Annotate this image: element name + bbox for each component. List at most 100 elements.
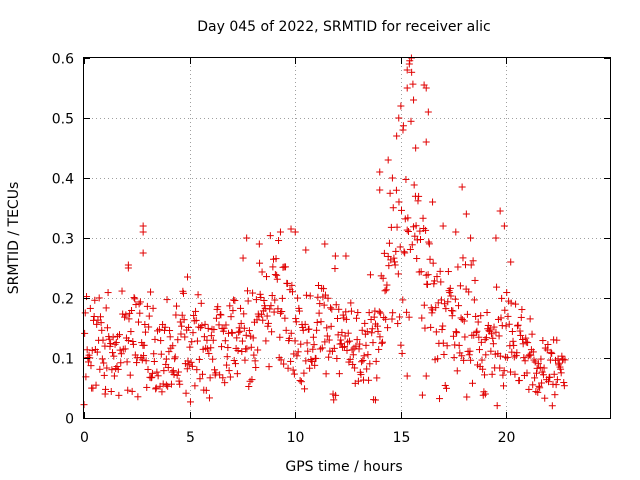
data-point (127, 328, 135, 336)
data-point (372, 396, 380, 404)
data-point (141, 320, 149, 328)
data-point (231, 360, 239, 368)
data-point (492, 234, 500, 242)
data-point (164, 364, 172, 372)
data-point (140, 341, 148, 349)
data-point (129, 340, 137, 348)
data-point (465, 351, 473, 359)
data-point (489, 334, 497, 342)
data-point (313, 326, 321, 334)
data-point (171, 353, 179, 361)
data-point (92, 381, 100, 389)
data-point (128, 307, 136, 315)
data-point (81, 309, 89, 317)
data-point (333, 354, 341, 362)
data-point (180, 316, 188, 324)
data-point (387, 256, 395, 264)
data-point (444, 268, 452, 276)
data-point (429, 259, 437, 267)
data-point (287, 329, 295, 337)
data-point (207, 332, 215, 340)
data-point (424, 108, 432, 116)
data-point (219, 374, 227, 382)
data-point (88, 346, 96, 354)
data-point (195, 323, 203, 331)
data-point (112, 338, 120, 346)
data-point (448, 312, 456, 320)
data-point (282, 326, 290, 334)
data-point (107, 340, 115, 348)
data-point (303, 339, 311, 347)
data-point (154, 327, 162, 335)
data-point (145, 323, 153, 331)
data-point (246, 377, 254, 385)
data-point (119, 310, 127, 318)
data-point (304, 347, 312, 355)
data-point (560, 379, 568, 387)
data-point (393, 132, 401, 140)
data-point (176, 318, 184, 326)
data-point (174, 368, 182, 376)
data-point (534, 388, 542, 396)
data-point (451, 295, 459, 303)
data-point (185, 323, 193, 331)
data-point (519, 340, 527, 348)
data-point (559, 355, 567, 363)
data-point (467, 261, 475, 269)
data-point (141, 328, 149, 336)
data-point (438, 326, 446, 334)
data-point (139, 222, 147, 230)
data-point (405, 313, 413, 321)
data-point (244, 287, 252, 295)
data-point (403, 66, 411, 74)
data-point (513, 349, 521, 357)
data-point (287, 225, 295, 233)
data-point (337, 336, 345, 344)
data-point (256, 290, 264, 298)
x-tick-label: 20 (498, 430, 516, 446)
data-point (86, 354, 94, 362)
data-point (453, 329, 461, 337)
data-point (250, 351, 258, 359)
data-point (346, 355, 354, 363)
data-point (349, 360, 357, 368)
data-point (265, 363, 273, 371)
data-point (446, 289, 454, 297)
data-point (407, 117, 415, 125)
data-point (401, 249, 409, 257)
data-point (204, 345, 212, 353)
data-point (266, 305, 274, 313)
data-point (524, 339, 532, 347)
data-point (508, 328, 516, 336)
data-point (439, 222, 447, 230)
data-point (388, 174, 396, 182)
data-point (442, 384, 450, 392)
data-point (360, 352, 368, 360)
data-point (440, 350, 448, 358)
data-point (221, 379, 229, 387)
data-point (248, 376, 256, 384)
data-point (358, 326, 366, 334)
data-point (424, 271, 432, 279)
data-point (177, 330, 185, 338)
data-point (458, 183, 466, 191)
data-point (238, 348, 246, 356)
data-point (508, 348, 516, 356)
data-point (135, 318, 143, 326)
data-point (539, 371, 547, 379)
data-point (256, 259, 264, 267)
data-point (105, 335, 113, 343)
data-point (207, 344, 215, 352)
data-point (145, 312, 153, 320)
data-point (384, 156, 392, 164)
data-point (221, 337, 229, 345)
data-point (301, 385, 309, 393)
data-point (295, 307, 303, 315)
data-point (209, 355, 217, 363)
data-point (398, 349, 406, 357)
data-point (390, 254, 398, 262)
data-point (107, 387, 115, 395)
data-point (347, 307, 355, 315)
y-tick-label: 0.3 (52, 232, 74, 248)
data-point (271, 296, 279, 304)
